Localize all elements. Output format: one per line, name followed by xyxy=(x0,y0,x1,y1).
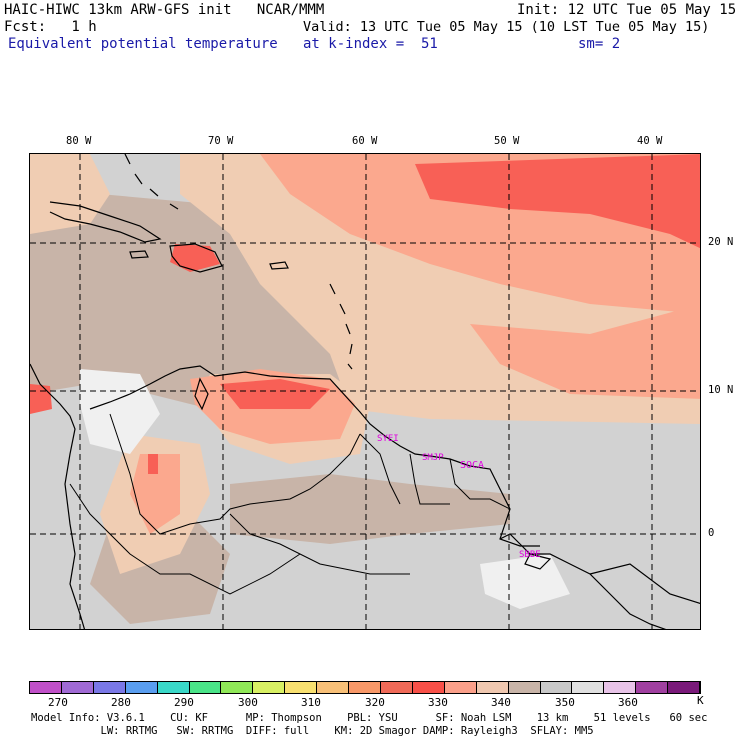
colorbar-swatch xyxy=(604,682,637,693)
lat-label-10n: 10 N xyxy=(708,384,734,396)
colorbar-label-360: 360 xyxy=(618,696,638,709)
colorbar-swatch xyxy=(476,682,509,693)
forecast-hour: Fcst: 1 h xyxy=(4,19,97,35)
colorbar-swatch xyxy=(285,682,318,693)
colorbar-swatch xyxy=(61,682,94,693)
colorbar-swatch xyxy=(157,682,190,693)
grid-lines xyxy=(30,154,700,629)
lat-label-0: 0 xyxy=(708,527,715,539)
smoothing: sm= 2 xyxy=(578,36,621,52)
plot-title: HAIC-HIWC 13km ARW-GFS init NCAR/MMM xyxy=(4,2,325,18)
station-syei: SYEI xyxy=(377,434,399,444)
k-index: at k-index = 51 xyxy=(303,36,438,52)
field-red-hispaniola xyxy=(170,244,220,272)
valid-time: Valid: 13 UTC Tue 05 May 15 (10 LST Tue … xyxy=(303,19,710,35)
field-tan-south xyxy=(230,474,510,544)
map-panel: SYEI SMJP SOCA SBBE xyxy=(29,153,701,630)
colorbar-swatch xyxy=(253,682,286,693)
colorbar-swatch xyxy=(540,682,573,693)
field-red-andes xyxy=(148,454,158,474)
model-info-line1: Model Info: V3.6.1 CU: KF MP: Thompson P… xyxy=(31,712,708,724)
colorbar-swatch xyxy=(221,682,254,693)
lon-label-70w: 70 W xyxy=(208,135,234,147)
colorbar-swatch xyxy=(125,682,158,693)
colorbar-swatch xyxy=(508,682,541,693)
colorbar-label-340: 340 xyxy=(491,696,511,709)
init-time: Init: 12 UTC Tue 05 May 15 xyxy=(517,2,737,18)
colorbar-unit: K xyxy=(697,694,704,707)
lon-label-40w: 40 W xyxy=(637,135,663,147)
colorbar-swatch xyxy=(30,682,62,693)
colorbar-label-300: 300 xyxy=(238,696,258,709)
station-smjp: SMJP xyxy=(422,453,444,463)
colorbar-label-310: 310 xyxy=(301,696,321,709)
lon-label-50w: 50 W xyxy=(494,135,520,147)
colorbar-swatch xyxy=(349,682,381,693)
field-red-north xyxy=(415,154,700,249)
model-info-line2: LW: RRTMG SW: RRTMG DIFF: full KM: 2D Sm… xyxy=(31,725,594,737)
lon-label-60w: 60 W xyxy=(352,135,378,147)
coastlines xyxy=(30,154,700,629)
field-salmon-east xyxy=(470,304,700,399)
lon-label-80w: 80 W xyxy=(66,135,92,147)
field-red-panama xyxy=(30,384,52,414)
colorbar xyxy=(29,681,701,694)
theta-e-field xyxy=(30,154,700,629)
colorbar-label-320: 320 xyxy=(365,696,385,709)
field-name: Equivalent potential temperature xyxy=(8,36,278,52)
field-red-venezuela xyxy=(220,379,330,409)
field-peach-gulf xyxy=(30,154,110,234)
colorbar-label-270: 270 xyxy=(48,696,68,709)
colorbar-swatch xyxy=(412,682,445,693)
colorbar-swatch xyxy=(189,682,222,693)
colorbar-swatch xyxy=(317,682,350,693)
field-white-west xyxy=(80,369,160,454)
colorbar-swatch xyxy=(572,682,605,693)
station-sbbe: SBBE xyxy=(519,550,541,560)
colorbar-swatch xyxy=(668,682,701,693)
lat-label-20n: 20 N xyxy=(708,236,734,248)
colorbar-swatch xyxy=(93,682,126,693)
field-salmon-colombia xyxy=(130,454,180,534)
colorbar-label-290: 290 xyxy=(174,696,194,709)
colorbar-swatch xyxy=(636,682,669,693)
colorbar-label-350: 350 xyxy=(555,696,575,709)
colorbar-swatch xyxy=(444,682,477,693)
station-soca: SOCA xyxy=(460,460,485,471)
field-white-amazon xyxy=(480,554,570,609)
colorbar-swatch xyxy=(380,682,413,693)
colorbar-label-280: 280 xyxy=(111,696,131,709)
colorbar-label-330: 330 xyxy=(428,696,448,709)
